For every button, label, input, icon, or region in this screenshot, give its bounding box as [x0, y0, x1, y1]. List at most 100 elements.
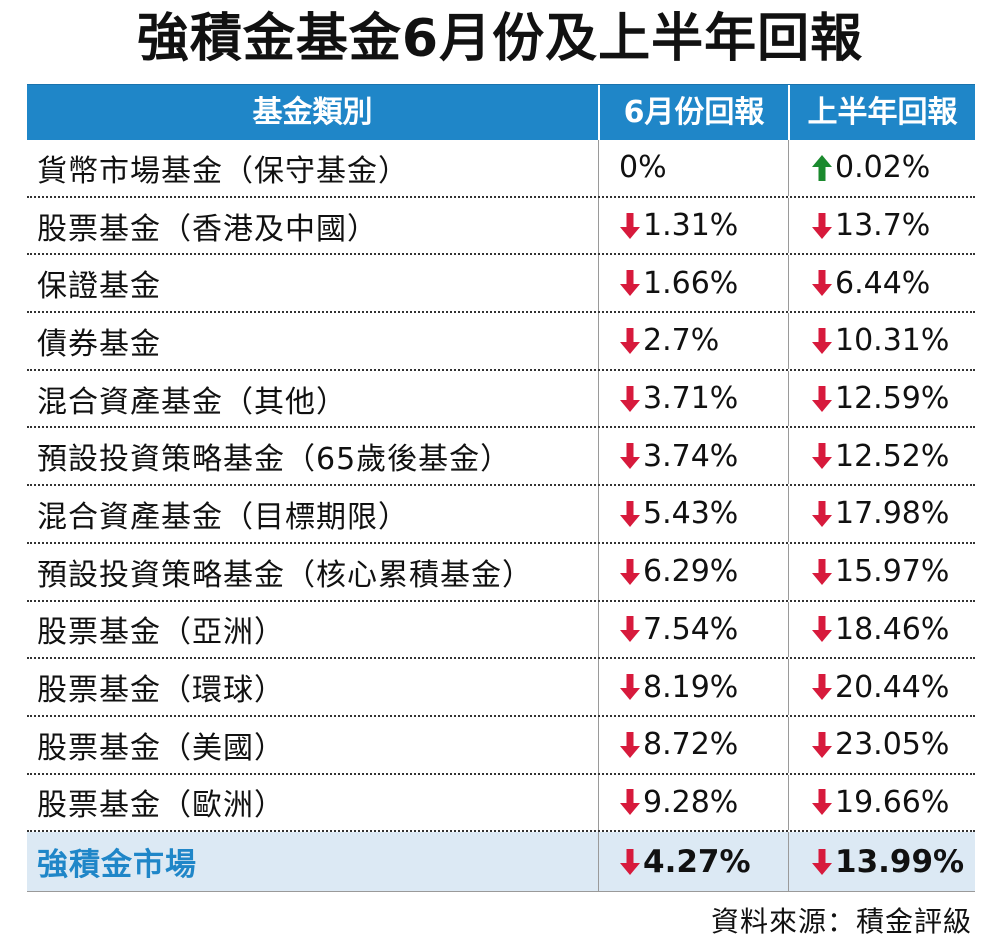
half-year-return-cell: 6.44%: [788, 255, 975, 312]
june-return-value: 6.29%: [643, 554, 739, 590]
arrow-down-icon: [620, 616, 640, 643]
june-return-value: 5.43%: [643, 496, 739, 532]
arrow-down-icon: [812, 270, 832, 297]
arrow-down-icon: [620, 731, 640, 758]
half-year-return-value: 6.44%: [835, 265, 931, 301]
arrow-down-icon: [812, 327, 832, 354]
half-year-return-value: 17.98%: [835, 496, 950, 532]
arrow-up-icon: [812, 154, 832, 181]
half-year-return-value: 23.05%: [835, 727, 950, 763]
half-year-return-cell: 10.31%: [788, 313, 975, 369]
fund-name: 股票基金（環球）: [37, 673, 285, 709]
june-return-cell: 2.7%: [598, 313, 788, 369]
fund-name: 貨幣市場基金（保守基金）: [37, 153, 409, 189]
chart-title: 強積金基金6月份及上半年回報: [136, 9, 864, 69]
total-half-year-value: 13.99%: [835, 843, 965, 880]
half-year-return-value: 12.52%: [835, 438, 950, 474]
arrow-down-icon: [812, 731, 832, 758]
table-row: 預設投資策略基金（核心累積基金） 6.29% 15.97%: [27, 543, 975, 602]
half-year-return-value: 0.02%: [835, 150, 931, 186]
half-year-return-cell: 15.97%: [788, 543, 975, 600]
june-return-cell: 1.66%: [598, 255, 788, 312]
arrow-down-icon: [620, 327, 640, 354]
june-return-cell: 3.74%: [598, 428, 788, 485]
total-row: 強積金市場 4.27% 13.99%: [27, 832, 975, 893]
june-return-cell: 5.43%: [598, 486, 788, 542]
table-row: 股票基金（環球） 8.19% 20.44%: [27, 659, 975, 717]
fund-name: 混合資產基金（目標期限）: [37, 499, 409, 535]
fund-name: 預設投資策略基金（核心累積基金）: [37, 557, 533, 593]
fund-name: 債券基金: [37, 326, 161, 362]
table-row: 預設投資策略基金（65歲後基金） 3.74% 12.52%: [27, 428, 975, 487]
half-year-return-cell: 18.46%: [788, 601, 975, 658]
june-return-value: 1.31%: [643, 208, 739, 244]
arrow-down-icon: [620, 674, 640, 701]
arrow-down-icon: [620, 789, 640, 816]
arrow-down-icon: [620, 385, 640, 412]
source-note: 資料來源：積金評級: [710, 905, 972, 938]
arrow-down-icon: [812, 789, 832, 816]
fund-name: 混合資產基金（其他）: [37, 384, 347, 420]
june-return-value: 8.19%: [643, 669, 739, 705]
june-return-value: 1.66%: [643, 265, 739, 301]
total-june-value: 4.27%: [643, 843, 751, 880]
arrow-down-icon: [620, 212, 640, 239]
june-return-cell: 7.54%: [598, 601, 788, 658]
table-row: 貨幣市場基金（保守基金） 0% 0.02%: [27, 140, 975, 198]
half-year-return-cell: 20.44%: [788, 659, 975, 715]
june-return-cell: 8.19%: [598, 659, 788, 715]
half-year-return-cell: 12.52%: [788, 428, 975, 485]
half-year-return-value: 10.31%: [835, 323, 950, 359]
returns-table: 基金類別 6月份回報 上半年回報 貨幣市場基金（保守基金） 0% 0.02% 股票基金…: [27, 84, 975, 893]
arrow-down-icon: [620, 500, 640, 527]
june-return-value: 7.54%: [643, 611, 739, 647]
half-year-return-value: 19.66%: [835, 784, 950, 820]
half-year-return-value: 20.44%: [835, 669, 950, 705]
table-row: 保證基金 1.66% 6.44%: [27, 255, 975, 314]
fund-name: 股票基金（美國）: [37, 730, 285, 766]
arrow-down-icon: [620, 558, 640, 585]
half-year-return-value: 13.7%: [835, 208, 931, 244]
arrow-down-icon: [812, 443, 832, 470]
half-year-return-value: 18.46%: [835, 611, 950, 647]
half-year-return-cell: 12.59%: [788, 370, 975, 427]
june-return-cell: 1.31%: [598, 197, 788, 254]
header-fund-category: 基金類別: [252, 95, 373, 130]
arrow-down-icon: [812, 674, 832, 701]
arrow-down-icon: [812, 385, 832, 412]
table-row: 股票基金（亞洲） 7.54% 18.46%: [27, 601, 975, 660]
table-row: 混合資產基金（其他） 3.71% 12.59%: [27, 370, 975, 429]
half-year-return-cell: 0.02%: [788, 140, 975, 196]
june-return-cell: 9.28%: [598, 774, 788, 831]
june-return-value: 0%: [619, 150, 667, 186]
half-year-return-cell: 23.05%: [788, 716, 975, 773]
table-row: 股票基金（香港及中國） 1.31% 13.7%: [27, 197, 975, 256]
june-return-value: 2.7%: [643, 323, 720, 359]
arrow-down-icon: [620, 443, 640, 470]
half-year-return-value: 15.97%: [835, 554, 950, 590]
total-half-year-cell: 13.99%: [788, 832, 975, 892]
june-return-cell: 6.29%: [598, 543, 788, 600]
arrow-down-icon: [812, 848, 832, 875]
fund-name: 預設投資策略基金（65歲後基金）: [37, 442, 512, 478]
half-year-return-cell: 19.66%: [788, 774, 975, 831]
arrow-down-icon: [812, 558, 832, 585]
table-header: 基金類別 6月份回報 上半年回報: [27, 84, 975, 140]
fund-name: 股票基金（亞洲）: [37, 615, 285, 651]
arrow-down-icon: [620, 270, 640, 297]
half-year-return-cell: 13.7%: [788, 197, 975, 254]
header-half-year-return: 上半年回報: [788, 85, 975, 140]
june-return-value: 3.71%: [643, 381, 739, 417]
june-return-cell: 3.71%: [598, 370, 788, 427]
table-body: 貨幣市場基金（保守基金） 0% 0.02% 股票基金（香港及中國） 1.31% 13.7%…: [27, 140, 975, 833]
fund-name: 股票基金（香港及中國）: [37, 211, 378, 247]
half-year-return-cell: 17.98%: [788, 486, 975, 542]
arrow-down-icon: [812, 212, 832, 239]
half-year-return-value: 12.59%: [835, 381, 950, 417]
table-row: 債券基金 2.7% 10.31%: [27, 313, 975, 371]
arrow-down-icon: [812, 500, 832, 527]
total-name: 強積金市場: [37, 847, 197, 884]
table-row: 股票基金（歐洲） 9.28% 19.66%: [27, 774, 975, 833]
header-june-return: 6月份回報: [598, 85, 788, 140]
fund-name: 保證基金: [37, 269, 161, 305]
